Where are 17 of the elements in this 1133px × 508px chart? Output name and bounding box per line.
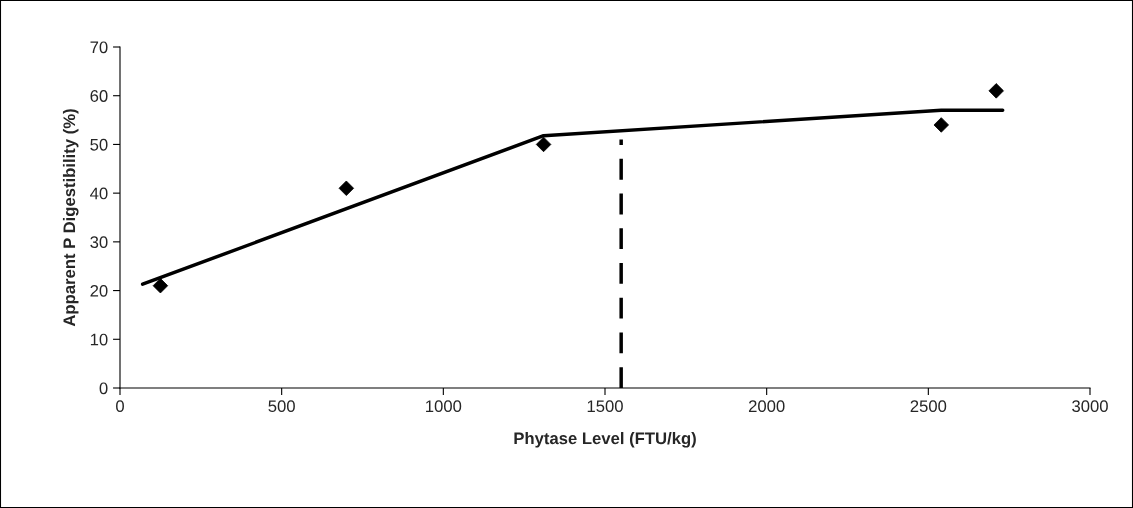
y-tick-label: 10	[90, 333, 108, 346]
y-tick-label: 30	[90, 236, 108, 249]
y-tick-label: 70	[90, 41, 108, 54]
x-tick-label: 2000	[748, 400, 785, 413]
x-tick-label: 1000	[426, 400, 462, 413]
x-tick-label: 3000	[1072, 400, 1108, 413]
x-tick-label: 1500	[587, 400, 623, 413]
x-tick-label: 500	[268, 400, 295, 413]
y-tick-label: 60	[90, 90, 108, 102]
y-tick-label: 40	[90, 187, 108, 200]
y-axis-title: Apparent P Digestibility (%)	[62, 109, 79, 327]
y-tick-label: 0	[99, 382, 108, 395]
x-tick-label: 2500	[910, 400, 947, 413]
y-tick-label: 20	[90, 284, 108, 297]
x-tick-label: 0	[116, 400, 124, 413]
y-tick-label: 50	[90, 138, 108, 151]
x-axis-title: Phytase Level (FTU/kg)	[514, 432, 696, 448]
